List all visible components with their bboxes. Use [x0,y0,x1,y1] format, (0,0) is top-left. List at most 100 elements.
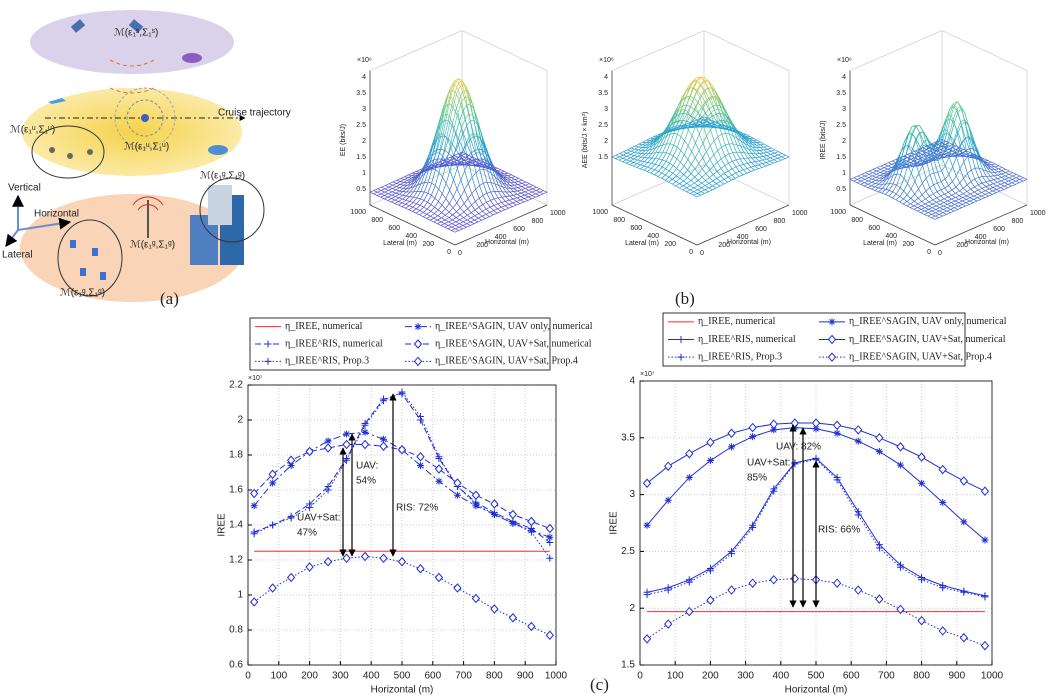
mesh-line [990,171,995,177]
mesh-line [683,165,688,171]
mesh-line [535,193,540,196]
mesh-line [497,197,502,203]
mesh-line [943,209,947,212]
z-axis-label: IREE (bits/J) [820,120,827,159]
mesh-line [697,84,702,91]
mesh-line [921,160,926,163]
mesh-line [853,179,858,182]
mesh-line [521,184,526,187]
mesh-line [987,164,992,168]
mesh-line [460,190,465,198]
mesh-line [1000,182,1005,185]
mesh-line [895,159,900,162]
mesh-line [949,103,954,109]
mesh-line [452,207,457,212]
mesh-line [449,163,454,166]
mesh-line [470,217,475,221]
mesh-line [394,197,400,201]
mesh-line [403,185,408,189]
mesh-line [680,154,685,163]
mesh-line [728,163,733,169]
mesh-line [680,124,685,127]
mesh-line [644,157,649,162]
mesh-line [704,98,710,103]
mesh-line [885,189,890,191]
mesh-line [887,169,892,173]
lateral-tick-label: 1000 [592,209,608,216]
mesh-line [913,162,918,165]
mesh-line [415,173,420,177]
mesh-line [391,199,396,203]
marker [827,334,837,345]
mesh-line [908,134,913,146]
mesh-line [913,205,918,208]
mesh-line [994,172,999,176]
mesh-line [478,197,484,205]
mesh-line [451,226,456,230]
mesh-line [950,123,955,137]
mesh-line [410,182,415,189]
mesh-line [707,80,712,85]
mesh-line [739,174,744,177]
mesh-line [1007,184,1012,187]
marker [663,619,673,629]
mesh-line [903,165,909,179]
mesh-line [766,158,771,162]
mesh-line [868,172,873,175]
mesh-line [430,215,435,219]
mesh-line [486,167,490,170]
mesh-line [689,87,695,97]
mesh-line [464,137,470,146]
mesh-line [936,203,941,207]
mesh-line [520,196,525,199]
mesh-line [1005,168,1010,172]
mesh-line [1012,174,1017,177]
mesh-line [690,189,694,192]
mesh-line [470,219,475,223]
mesh-line [927,215,932,219]
mesh-line [672,183,676,187]
mesh-line [458,99,464,112]
mesh-line [704,102,710,110]
mesh-line [517,193,521,197]
mesh-line [679,171,684,175]
mesh-line [929,187,934,195]
mesh-line [965,200,970,204]
mesh-line [674,104,679,113]
mesh-line [991,161,996,165]
mesh-line [451,125,457,134]
mesh-line [510,185,515,189]
axis-arrow [5,229,19,247]
mesh-line [773,161,778,164]
mesh-line [740,140,745,148]
marker [286,572,296,583]
mesh-line [419,167,424,171]
mesh-line [626,160,631,164]
panel-a: Cruise trajectory Vertical Horizontal La… [2,10,291,308]
mesh-line [398,194,403,199]
mesh-line [684,127,689,129]
mesh-line [461,158,466,161]
mesh-line [399,191,404,195]
mesh-line [462,80,467,87]
mesh-line [437,204,443,211]
mesh-line [927,214,932,217]
mesh-line [682,187,687,191]
mesh-line [655,152,660,159]
mesh-line [427,183,432,194]
mesh-line [935,214,940,217]
mesh-line [431,169,436,184]
mesh-line [958,205,962,209]
marker [269,521,277,529]
marker [770,487,778,495]
mesh-line [953,103,958,109]
mesh-line [973,197,978,200]
mesh-line [611,156,616,159]
mesh-line [1004,184,1009,187]
mesh-line [769,162,774,165]
mesh-line [917,203,922,207]
mesh-line [462,125,468,133]
mesh-line [882,179,887,185]
mesh-line [880,164,885,167]
mesh-line [490,182,495,185]
